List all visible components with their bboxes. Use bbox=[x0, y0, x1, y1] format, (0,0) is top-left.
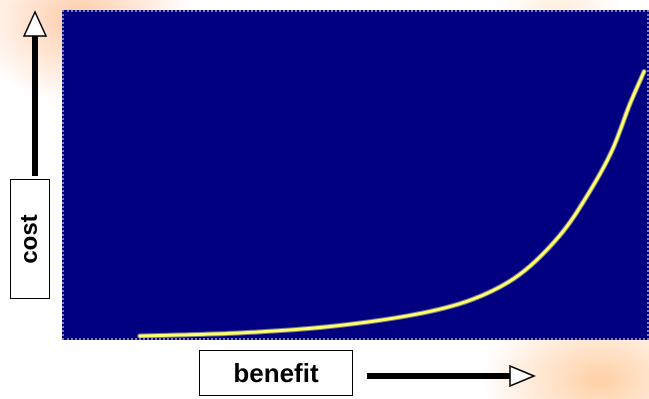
y-arrow-head bbox=[22, 10, 48, 37]
plot-area bbox=[62, 10, 649, 340]
x-axis-label-box: benefit bbox=[199, 350, 353, 396]
x-arrow-head bbox=[509, 364, 536, 388]
plot-svg bbox=[137, 69, 647, 338]
x-axis-label: benefit bbox=[233, 357, 319, 388]
series-line bbox=[138, 70, 646, 338]
y-axis-label: cost bbox=[16, 214, 43, 264]
y-axis-label-box: cost bbox=[10, 179, 50, 299]
